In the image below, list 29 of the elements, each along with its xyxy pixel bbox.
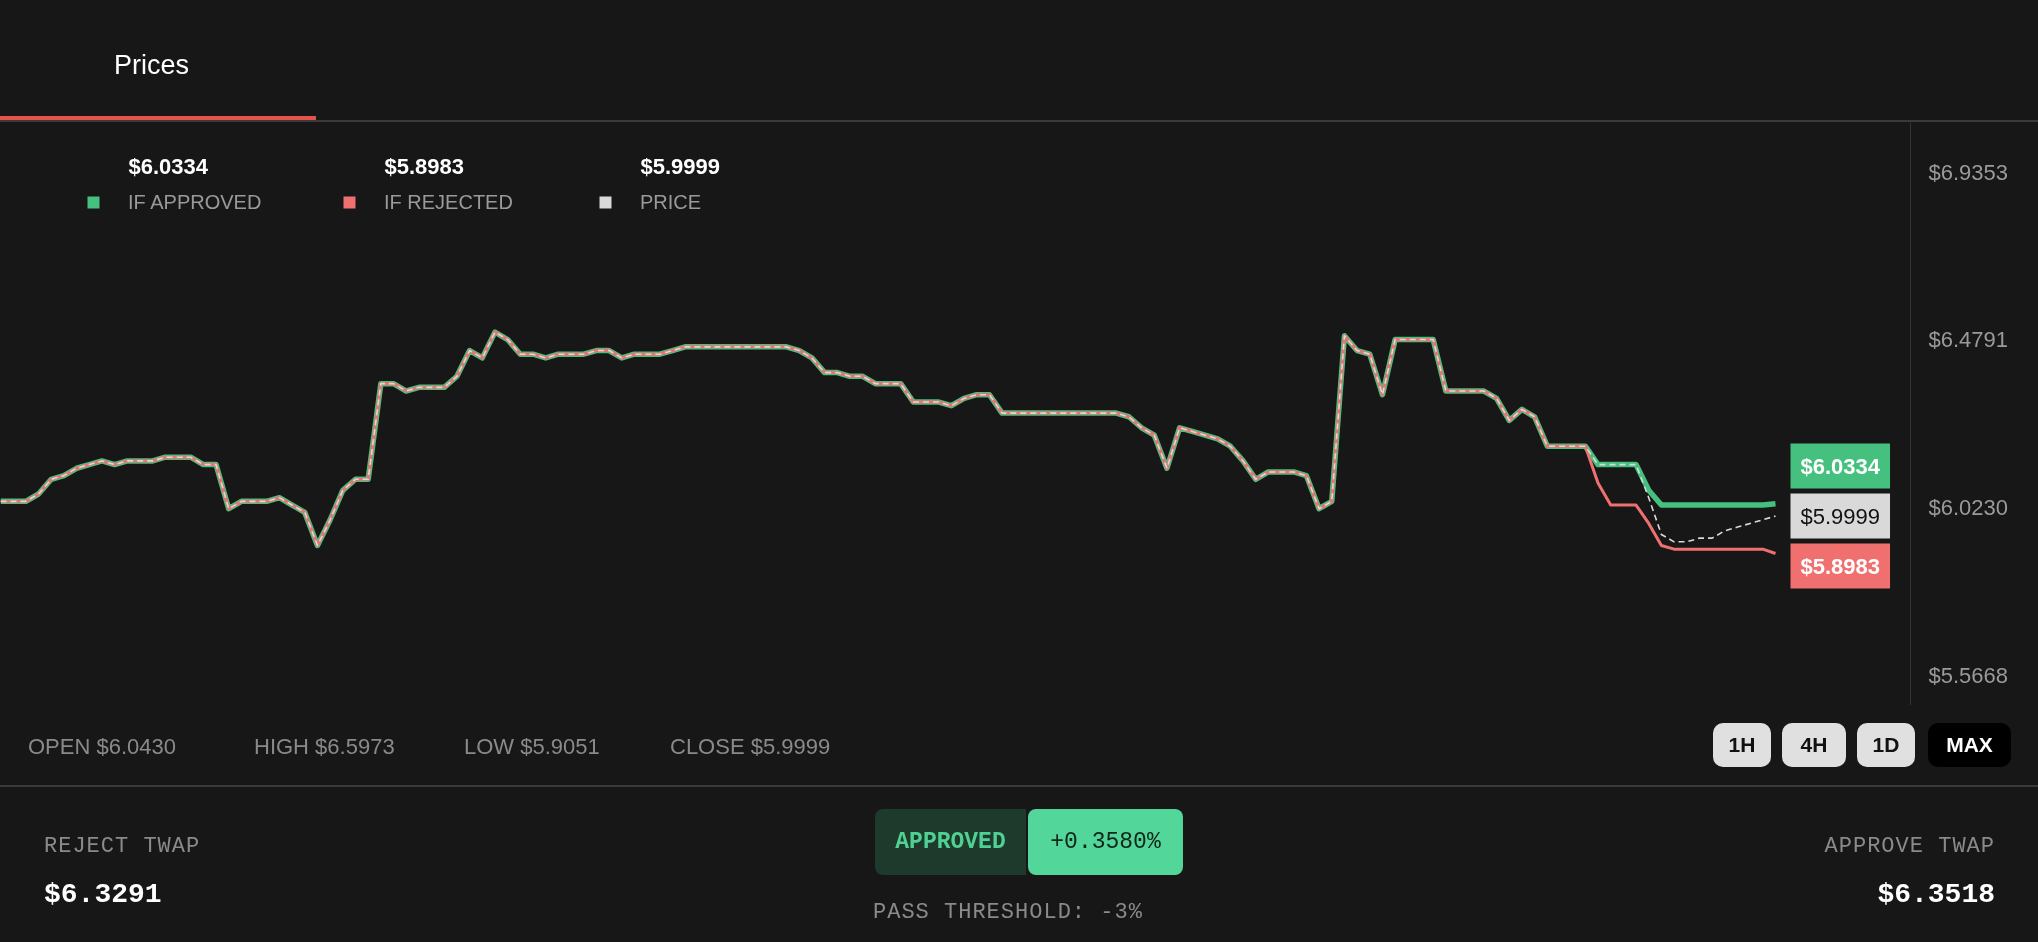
text: 4H [1782, 723, 1846, 767]
text: REJECT TWAP [44, 833, 201, 861]
text: MAX [1928, 723, 2011, 767]
y-tick-label: $5.5668 [1928, 662, 2009, 688]
text: 1H [1713, 723, 1771, 767]
legend-label: PRICE [640, 190, 703, 214]
data-label: $5.9999 [1800, 503, 1881, 529]
text: OPEN $6.0430 [28, 733, 176, 761]
legend-label: IF REJECTED [384, 190, 514, 214]
y-tick-label: $6.4791 [1928, 327, 2009, 353]
y-tick-label: $6.0230 [1928, 495, 2009, 521]
text: HIGH $6.5973 [254, 733, 395, 761]
text: CLOSE $5.9999 [670, 733, 831, 761]
text: $6.3291 [44, 878, 162, 912]
text: APPROVE TWAP [1824, 833, 1995, 861]
data-label: $5.8983 [1800, 553, 1881, 579]
text: LOW $5.9051 [464, 733, 600, 761]
chart-title: Prices [114, 49, 190, 82]
text: APPROVED [875, 809, 1026, 875]
text: PASS THRESHOLD: -3% [873, 899, 1143, 927]
legend-label: IF APPROVED [128, 190, 263, 214]
text: $5.8983 [384, 154, 465, 179]
text: $6.0334 [128, 154, 209, 179]
y-tick-label: $6.9353 [1928, 159, 2009, 185]
text: +0.3580% [1028, 809, 1183, 875]
data-label: $6.0334 [1800, 453, 1881, 479]
text: $6.3518 [1877, 878, 1995, 912]
text: $5.9999 [640, 154, 721, 179]
text: 1D [1857, 723, 1915, 767]
